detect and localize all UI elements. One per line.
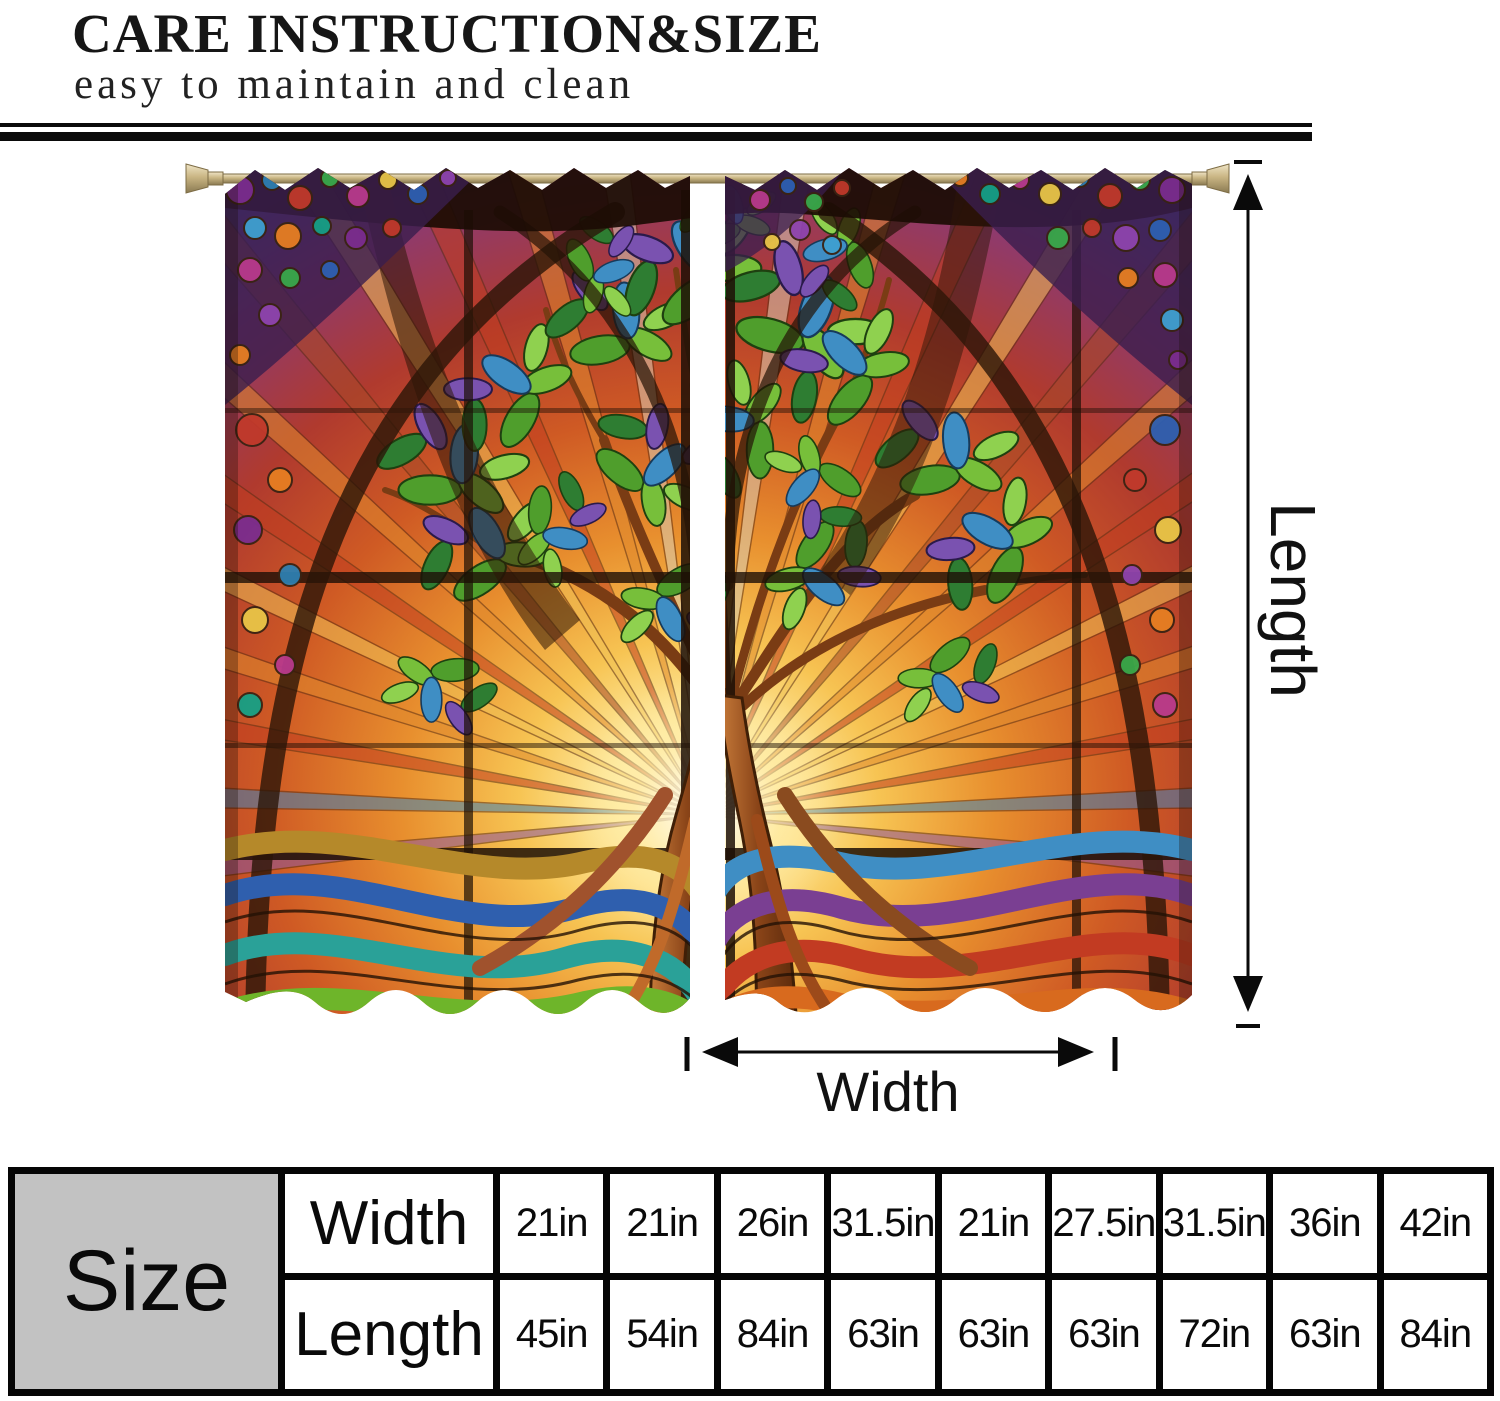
mosaic-corners [225, 168, 1192, 718]
panel-edge-shade-left [225, 168, 238, 1014]
page-subtitle: easy to maintain and clean [74, 61, 635, 108]
width-value-cell: 21in [492, 1167, 611, 1280]
length-value-cell: 63in [934, 1273, 1053, 1396]
curtain-fold-shadow-right [820, 168, 1005, 595]
curtain-fold-shadow-left [355, 168, 580, 650]
divider-line-thin [0, 123, 1312, 127]
width-dimension-label: Width [816, 1060, 960, 1123]
width-value-cell: 31.5in [1155, 1167, 1274, 1280]
curtain-product-image [185, 163, 1230, 1014]
length-value-cell: 84in [713, 1273, 832, 1396]
width-value-cell: 26in [713, 1167, 832, 1280]
rod-finial-left [185, 163, 224, 194]
panel-edge-shade-right [1179, 168, 1192, 1014]
curtain-panels [225, 168, 1192, 1014]
length-row-label: Length [278, 1273, 500, 1396]
length-dimension-label: Length [1257, 502, 1329, 698]
width-value-cell: 36in [1266, 1167, 1384, 1280]
width-value-cell: 21in [934, 1167, 1053, 1280]
width-value-cell: 27.5in [1045, 1167, 1163, 1280]
width-value-cell: 21in [603, 1167, 721, 1280]
length-value-cell: 72in [1155, 1273, 1274, 1396]
length-value-cell: 63in [1045, 1273, 1163, 1396]
rod-finial-right [1191, 163, 1230, 194]
length-value-cell: 63in [824, 1273, 942, 1396]
size-table: Size Width 21in 21in 26in 31.5in 21in 27… [8, 1167, 1494, 1396]
length-value-cell: 63in [1266, 1273, 1384, 1396]
length-value-cell: 54in [603, 1273, 721, 1396]
length-value-cell: 84in [1376, 1273, 1494, 1396]
width-value-cell: 42in [1376, 1167, 1494, 1280]
width-row-label: Width [278, 1167, 500, 1280]
length-value-cell: 45in [492, 1273, 611, 1396]
divider-line-thick [0, 132, 1312, 141]
size-table-corner-cell: Size [8, 1167, 285, 1396]
page-title: CARE INSTRUCTION&SIZE [72, 3, 822, 64]
width-value-cell: 31.5in [824, 1167, 942, 1280]
root-wave-leading [225, 909, 1192, 1014]
